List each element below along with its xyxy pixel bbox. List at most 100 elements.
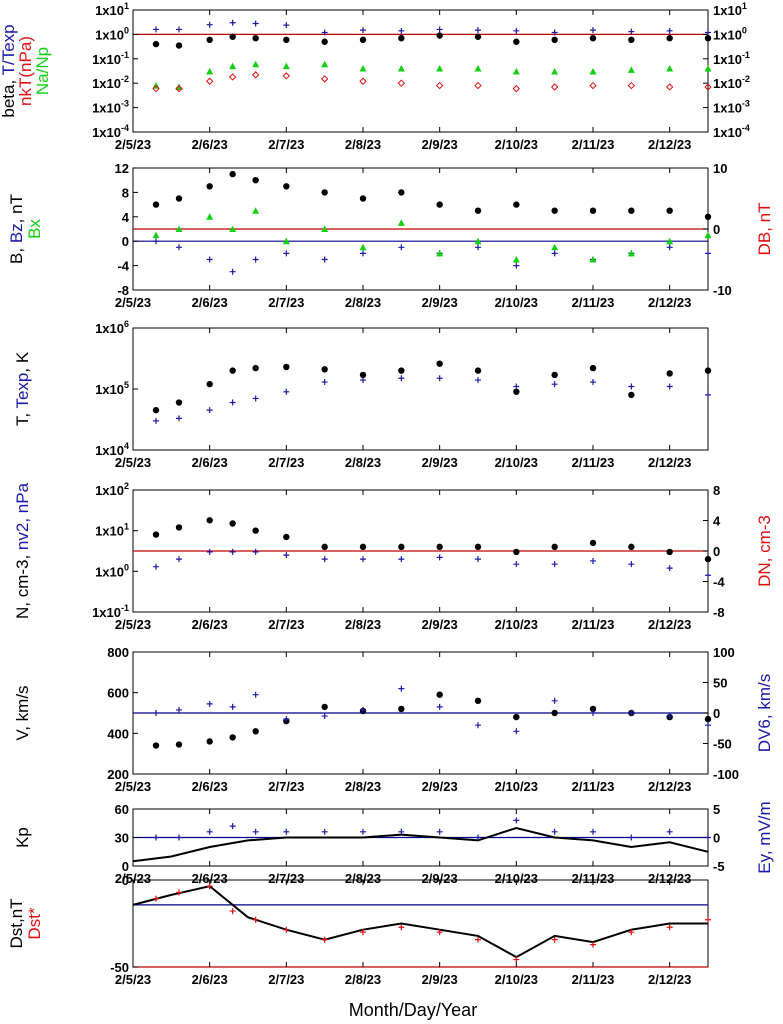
data-point	[513, 383, 520, 390]
data-point	[705, 834, 711, 841]
x-tick-label: 2/12/23	[648, 455, 691, 470]
data-point	[475, 377, 481, 384]
data-point	[360, 706, 366, 713]
data-point	[628, 561, 635, 568]
data-point	[252, 395, 259, 402]
y-right-tick-label: 0	[713, 544, 720, 559]
series-line-Kp	[132, 826, 709, 863]
x-tick-label: 2/9/23	[422, 455, 458, 470]
data-point	[175, 524, 183, 531]
data-point	[705, 29, 711, 36]
data-point	[175, 225, 183, 232]
data-point	[512, 68, 520, 75]
data-point	[513, 956, 520, 963]
panel-B: -8 -4 0 4 8 12 -10 0 10 2/5/23 2/6/23 2/7/23 2/8/23 2…	[7, 161, 774, 310]
data-point	[252, 60, 260, 68]
x-tick-label: 2/12/23	[648, 779, 691, 794]
data-point	[436, 703, 443, 710]
data-point	[628, 834, 635, 841]
data-point	[206, 36, 213, 44]
data-point	[704, 555, 712, 563]
data-point	[705, 250, 711, 257]
data-point	[206, 828, 213, 835]
data-point	[628, 929, 635, 936]
data-point	[513, 201, 520, 208]
data-point	[321, 366, 328, 373]
data-point	[397, 219, 405, 226]
data-point	[176, 706, 182, 713]
data-point	[436, 929, 443, 936]
y-right-tick-label: -10	[713, 283, 732, 298]
data-point	[628, 710, 635, 716]
data-point	[321, 556, 328, 563]
data-point	[321, 29, 328, 36]
data-point	[359, 77, 367, 85]
y-right-tick-label: 1x101	[713, 1, 747, 18]
data-point	[436, 32, 443, 39]
data-point	[627, 81, 636, 90]
data-point	[229, 908, 236, 915]
data-point	[175, 42, 183, 49]
data-point	[589, 364, 597, 372]
data-point	[359, 371, 367, 379]
data-point	[398, 244, 405, 251]
y-right-tick-label: 1x10-4	[713, 123, 750, 140]
data-point	[551, 697, 558, 704]
y-tick-label: 1x105	[95, 380, 129, 397]
y-tick-label: 1x10-1	[92, 603, 129, 620]
y-axis-label: Na/Np	[33, 47, 52, 95]
y-right-tick-label: -4	[713, 575, 725, 590]
data-point	[153, 834, 159, 841]
data-point	[229, 33, 236, 40]
data-point	[551, 561, 558, 568]
data-point	[229, 703, 236, 710]
x-tick-label: 2/6/23	[192, 871, 228, 886]
data-point	[252, 527, 259, 534]
y-right-tick-label: -50	[713, 737, 732, 752]
data-point	[252, 728, 259, 735]
y-tick-label: 1x104	[95, 441, 129, 458]
data-point	[475, 936, 481, 943]
data-point	[206, 256, 213, 263]
x-tick-label: 2/7/23	[268, 137, 304, 152]
data-point	[152, 40, 160, 48]
data-point	[282, 237, 290, 245]
x-tick-label: 2/11/23	[572, 455, 615, 470]
data-point	[283, 363, 290, 371]
x-tick-label: 2/9/23	[422, 295, 458, 310]
data-point	[513, 38, 520, 45]
data-point	[206, 883, 213, 890]
data-point	[229, 268, 236, 275]
data-point	[176, 834, 182, 841]
data-point	[666, 237, 674, 245]
data-point	[551, 936, 558, 943]
data-point	[360, 250, 366, 257]
y-tick-label: 12	[115, 161, 129, 176]
data-point	[252, 916, 259, 923]
y-tick-label: 1x10-4	[92, 123, 129, 140]
x-tick-label: 2/9/23	[422, 617, 458, 632]
data-point	[474, 367, 482, 374]
data-point	[152, 531, 160, 538]
data-point	[704, 715, 712, 723]
data-point	[666, 65, 674, 72]
x-tick-label: 2/12/23	[648, 295, 691, 310]
data-point	[704, 83, 712, 91]
data-point	[321, 828, 328, 835]
x-tick-label: 2/12/23	[648, 871, 691, 886]
y-right-tick-label: -5	[713, 859, 725, 874]
data-point	[321, 189, 328, 196]
data-point	[551, 381, 558, 388]
data-point	[360, 556, 366, 563]
data-point	[589, 256, 597, 263]
data-point	[252, 548, 259, 555]
data-point	[321, 543, 328, 551]
data-point	[398, 556, 405, 563]
x-tick-label: 2/8/23	[345, 617, 381, 632]
data-point	[321, 379, 328, 386]
data-point	[283, 552, 290, 559]
y-right-tick-label: 100	[713, 645, 735, 660]
data-point	[228, 73, 237, 81]
